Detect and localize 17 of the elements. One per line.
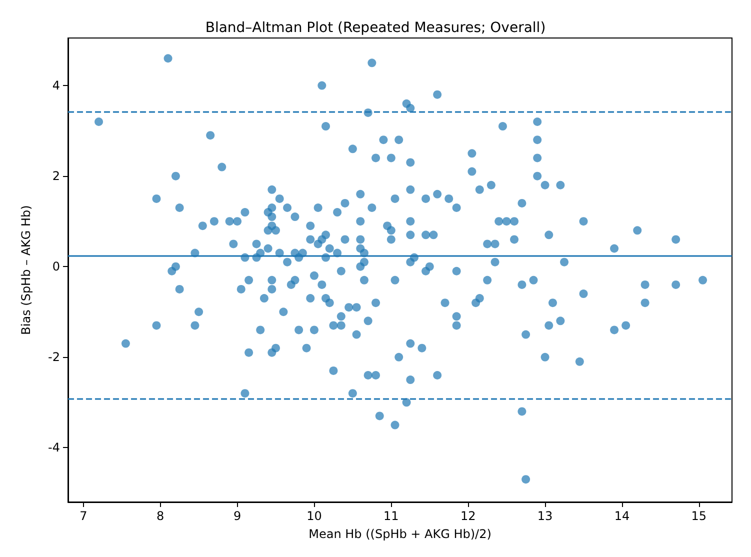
chart-title: Bland–Altman Plot (Repeated Measures; Overall)	[205, 20, 546, 36]
y-axis-title: Bias (SpHb – AKG Hb)	[19, 205, 33, 335]
y-tick-label: 4	[52, 78, 60, 93]
x-axis-title: Mean Hb ((SpHb + AKG Hb)/2)	[308, 527, 492, 541]
y-tick-label: -2	[48, 350, 60, 364]
y-tick-label: 0	[52, 260, 60, 274]
y-tick-label: -4	[48, 440, 60, 455]
x-tick-label: 12	[460, 509, 476, 523]
x-tick-label: 14	[614, 509, 630, 523]
x-tick-label: 9	[233, 509, 242, 523]
x-tick-label: 8	[156, 509, 164, 523]
x-tick-label: 15	[691, 509, 707, 523]
x-tick-label: 7	[80, 509, 88, 523]
x-tick-label: 13	[537, 509, 553, 523]
y-tick-label: 2	[52, 169, 60, 184]
x-tick-label: 11	[384, 509, 399, 523]
x-tick-label: 10	[306, 509, 322, 523]
